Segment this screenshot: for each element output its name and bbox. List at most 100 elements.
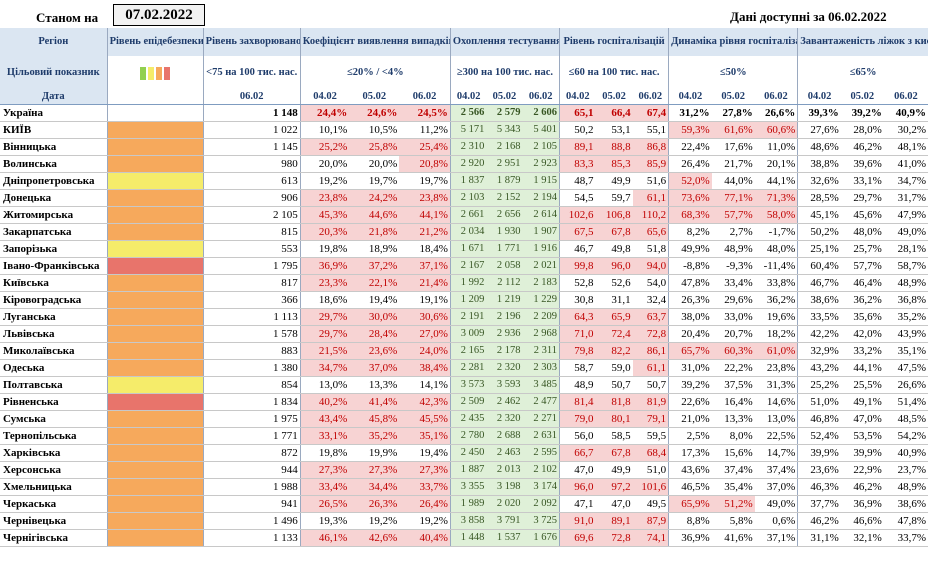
dynamics-value: 33,0%	[711, 308, 755, 326]
legend-swatch-orange	[156, 66, 163, 80]
hosp-value: 96,0	[595, 257, 633, 275]
testing-value: 2 021	[522, 257, 560, 275]
detection-value: 25,4%	[399, 138, 451, 156]
hosp-value: 65,1	[559, 104, 596, 122]
testing-value: 2 183	[522, 274, 560, 292]
morbidity-value: 2 105	[202, 206, 301, 224]
morbidity-value: 944	[202, 461, 301, 479]
morbidity-value: 366	[202, 291, 301, 309]
det-date-2: 05.02	[349, 90, 400, 105]
detection-value: 21,5%	[299, 342, 350, 360]
testing-value: 2 606	[522, 104, 560, 122]
legend-swatch-green	[140, 66, 147, 80]
beds-value: 46,2%	[840, 478, 884, 496]
level-cell	[106, 104, 204, 122]
beds-value: 48,6%	[797, 138, 841, 156]
testing-value: 3 858	[449, 512, 487, 530]
as-of-label: Станом на	[36, 10, 99, 25]
dynamics-value: 21,7%	[711, 155, 755, 173]
detection-value: 36,9%	[299, 257, 350, 275]
detection-value: 13,0%	[299, 376, 350, 394]
testing-value: 3 174	[522, 478, 560, 496]
hosp-value: 50,7	[632, 376, 669, 394]
detection-value: 38,4%	[399, 359, 451, 377]
dynamics-value: 60,6%	[754, 121, 798, 139]
detection-value: 40,2%	[299, 393, 350, 411]
hosp-value: 54,0	[632, 274, 669, 292]
level-cell	[106, 512, 204, 530]
hosp-value: 65,9	[595, 308, 633, 326]
test-date-2: 05.02	[486, 90, 523, 105]
morbidity-value: 1 148	[202, 104, 301, 122]
region-name: Чернігівська	[0, 529, 108, 547]
detection-value: 19,8%	[299, 444, 350, 462]
table-row: Хмельницька 1 988 33,4% 34,4% 33,7% 3 355 3 19…	[0, 478, 928, 496]
testing-value: 2 013	[486, 461, 523, 479]
morbidity-value: 1 795	[202, 257, 301, 275]
region-name: Херсонська	[0, 461, 108, 479]
detection-value: 19,2%	[349, 512, 400, 530]
hosp-value: 67,8	[595, 444, 633, 462]
beds-value: 40,9%	[883, 104, 928, 122]
region-name: Сумська	[0, 410, 108, 428]
detection-value: 29,7%	[299, 308, 350, 326]
testing-value: 2 092	[522, 495, 560, 513]
region-name: Львівська	[0, 325, 108, 343]
beds-value: 25,2%	[797, 376, 841, 394]
testing-value: 3 791	[486, 512, 523, 530]
hosp-value: 88,8	[595, 138, 633, 156]
dynamics-value: 39,2%	[668, 376, 712, 394]
detection-value: 20,8%	[399, 155, 451, 173]
beds-date-3: 06.02	[883, 90, 928, 105]
hosp-value: 71,0	[559, 325, 596, 343]
hosp-value: 63,7	[632, 308, 669, 326]
col-hosp: Рівень госпіталізацій	[559, 28, 669, 56]
hosp-value: 91,0	[559, 512, 596, 530]
col-detection: Коефіцієнт виявлення випадків інфікуванн…	[299, 28, 451, 56]
beds-value: 53,5%	[840, 427, 884, 445]
beds-value: 39,3%	[797, 104, 841, 122]
morbidity-value: 1 988	[202, 478, 301, 496]
beds-value: 47,5%	[883, 359, 928, 377]
data-available-note: Дані доступні за 06.02.2022	[730, 9, 887, 24]
dynamics-value: 48,0%	[754, 240, 798, 258]
beds-value: 23,6%	[797, 461, 841, 479]
test-date-3: 06.02	[522, 90, 560, 105]
detection-value: 19,7%	[399, 172, 451, 190]
hosp-value: 61,1	[632, 359, 669, 377]
hosp-value: 50,2	[559, 121, 596, 139]
beds-value: 43,9%	[883, 325, 928, 343]
hosp-value: 31,1	[595, 291, 633, 309]
beds-value: 49,1%	[840, 393, 884, 411]
beds-value: 31,1%	[797, 529, 841, 547]
beds-value: 47,8%	[883, 512, 928, 530]
beds-value: 60,4%	[797, 257, 841, 275]
detection-value: 11,2%	[399, 121, 451, 139]
detection-value: 34,7%	[299, 359, 350, 377]
testing-value: 2 566	[449, 104, 487, 122]
testing-value: 2 463	[486, 444, 523, 462]
hosp-value: 86,1	[632, 342, 669, 360]
hosp-value: 79,8	[559, 342, 596, 360]
dynamics-value: 61,6%	[711, 121, 755, 139]
detection-value: 23,8%	[299, 189, 350, 207]
beds-value: 27,6%	[797, 121, 841, 139]
region-name: КИЇВ	[0, 121, 108, 139]
region-name: Дніпропетровська	[0, 172, 108, 190]
beds-value: 23,7%	[883, 461, 928, 479]
detection-value: 24,5%	[399, 104, 451, 122]
detection-value: 24,4%	[299, 104, 350, 122]
detection-value: 25,2%	[299, 138, 350, 156]
beds-value: 40,9%	[883, 444, 928, 462]
detection-value: 44,1%	[399, 206, 451, 224]
dynamics-value: 46,5%	[668, 478, 712, 496]
hosp-date-1: 04.02	[559, 90, 596, 105]
testing-value: 2 780	[449, 427, 487, 445]
beds-value: 50,2%	[797, 223, 841, 241]
beds-value: 45,6%	[840, 206, 884, 224]
detection-value: 33,4%	[299, 478, 350, 496]
testing-value: 2 951	[486, 155, 523, 173]
testing-value: 2 920	[449, 155, 487, 173]
testing-value: 1 989	[449, 495, 487, 513]
testing-value: 2 196	[486, 308, 523, 326]
